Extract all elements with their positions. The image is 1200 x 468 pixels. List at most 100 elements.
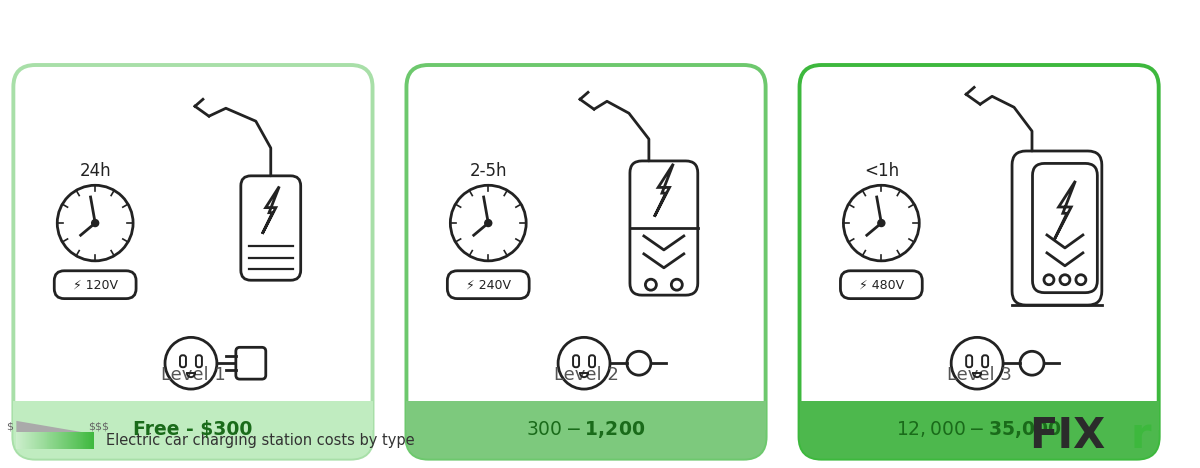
Bar: [71, 432, 72, 449]
Bar: [48, 432, 49, 449]
FancyBboxPatch shape: [196, 355, 202, 367]
FancyBboxPatch shape: [407, 65, 766, 459]
Bar: [20, 432, 22, 449]
Bar: [89, 432, 90, 449]
Text: $$$: $$$: [88, 422, 109, 432]
Bar: [28, 432, 29, 449]
Bar: [32, 432, 34, 449]
Bar: [17, 432, 18, 449]
Bar: [25, 432, 26, 449]
Bar: [46, 432, 47, 449]
Bar: [65, 432, 66, 449]
Bar: [24, 432, 25, 449]
Text: 24h: 24h: [79, 162, 110, 180]
Bar: [88, 432, 89, 449]
Text: ⚡ 240V: ⚡ 240V: [466, 278, 511, 291]
Bar: [92, 432, 94, 449]
Bar: [13, 401, 372, 430]
FancyBboxPatch shape: [407, 401, 766, 459]
Bar: [30, 432, 31, 449]
Bar: [49, 432, 50, 449]
Bar: [84, 432, 85, 449]
Bar: [73, 432, 74, 449]
Bar: [94, 432, 95, 449]
Bar: [50, 432, 52, 449]
Bar: [90, 432, 91, 449]
Bar: [55, 432, 56, 449]
Bar: [56, 432, 58, 449]
Bar: [84, 432, 85, 449]
Bar: [22, 432, 24, 449]
Bar: [28, 432, 29, 449]
Bar: [41, 432, 42, 449]
Bar: [89, 432, 90, 449]
FancyBboxPatch shape: [13, 401, 372, 459]
Text: Level 3: Level 3: [947, 366, 1012, 384]
Bar: [62, 432, 64, 449]
FancyBboxPatch shape: [1032, 163, 1097, 292]
Text: 2-5h: 2-5h: [469, 162, 508, 180]
Text: Free - $300: Free - $300: [133, 420, 253, 439]
Bar: [68, 432, 70, 449]
Bar: [67, 432, 68, 449]
Text: <1h: <1h: [864, 162, 899, 180]
Text: ⚡ 480V: ⚡ 480V: [859, 278, 904, 291]
Text: r: r: [1130, 415, 1151, 457]
Bar: [47, 432, 48, 449]
Bar: [66, 432, 67, 449]
FancyBboxPatch shape: [589, 355, 595, 367]
Bar: [91, 432, 92, 449]
Text: Electric car charging station costs by type: Electric car charging station costs by t…: [106, 433, 415, 448]
Bar: [77, 432, 78, 449]
Bar: [54, 432, 55, 449]
FancyBboxPatch shape: [13, 65, 372, 459]
FancyBboxPatch shape: [236, 347, 265, 379]
Bar: [31, 432, 32, 449]
Text: Level 1: Level 1: [161, 366, 226, 384]
FancyBboxPatch shape: [180, 355, 186, 367]
Text: Level 2: Level 2: [553, 366, 618, 384]
FancyBboxPatch shape: [448, 271, 529, 299]
Bar: [23, 432, 24, 449]
Bar: [26, 432, 28, 449]
Bar: [58, 432, 60, 449]
Bar: [52, 432, 53, 449]
Circle shape: [878, 219, 884, 227]
Bar: [59, 432, 60, 449]
Bar: [37, 432, 38, 449]
Bar: [68, 432, 70, 449]
Bar: [58, 432, 59, 449]
Bar: [83, 432, 84, 449]
Bar: [35, 432, 36, 449]
Bar: [37, 432, 40, 449]
Bar: [78, 432, 79, 449]
Bar: [79, 432, 80, 449]
Text: $: $: [6, 422, 13, 432]
Bar: [43, 432, 44, 449]
Bar: [53, 432, 54, 449]
Bar: [48, 432, 49, 449]
Bar: [36, 432, 37, 449]
Bar: [82, 432, 83, 449]
FancyBboxPatch shape: [574, 355, 580, 367]
FancyBboxPatch shape: [1012, 151, 1102, 305]
Bar: [32, 432, 34, 449]
FancyBboxPatch shape: [966, 355, 972, 367]
Bar: [80, 432, 82, 449]
Circle shape: [485, 219, 492, 227]
Bar: [70, 432, 71, 449]
FancyBboxPatch shape: [630, 161, 697, 295]
Bar: [53, 432, 54, 449]
Bar: [76, 432, 77, 449]
Bar: [85, 432, 86, 449]
Text: $300 - $1,200: $300 - $1,200: [527, 419, 646, 440]
Bar: [799, 401, 1159, 430]
Polygon shape: [17, 421, 86, 433]
Bar: [17, 432, 18, 449]
Text: $12,000 - $35,000: $12,000 - $35,000: [896, 419, 1062, 440]
FancyBboxPatch shape: [840, 271, 923, 299]
Bar: [19, 432, 20, 449]
Bar: [407, 401, 766, 430]
Bar: [38, 432, 40, 449]
Bar: [29, 432, 30, 449]
